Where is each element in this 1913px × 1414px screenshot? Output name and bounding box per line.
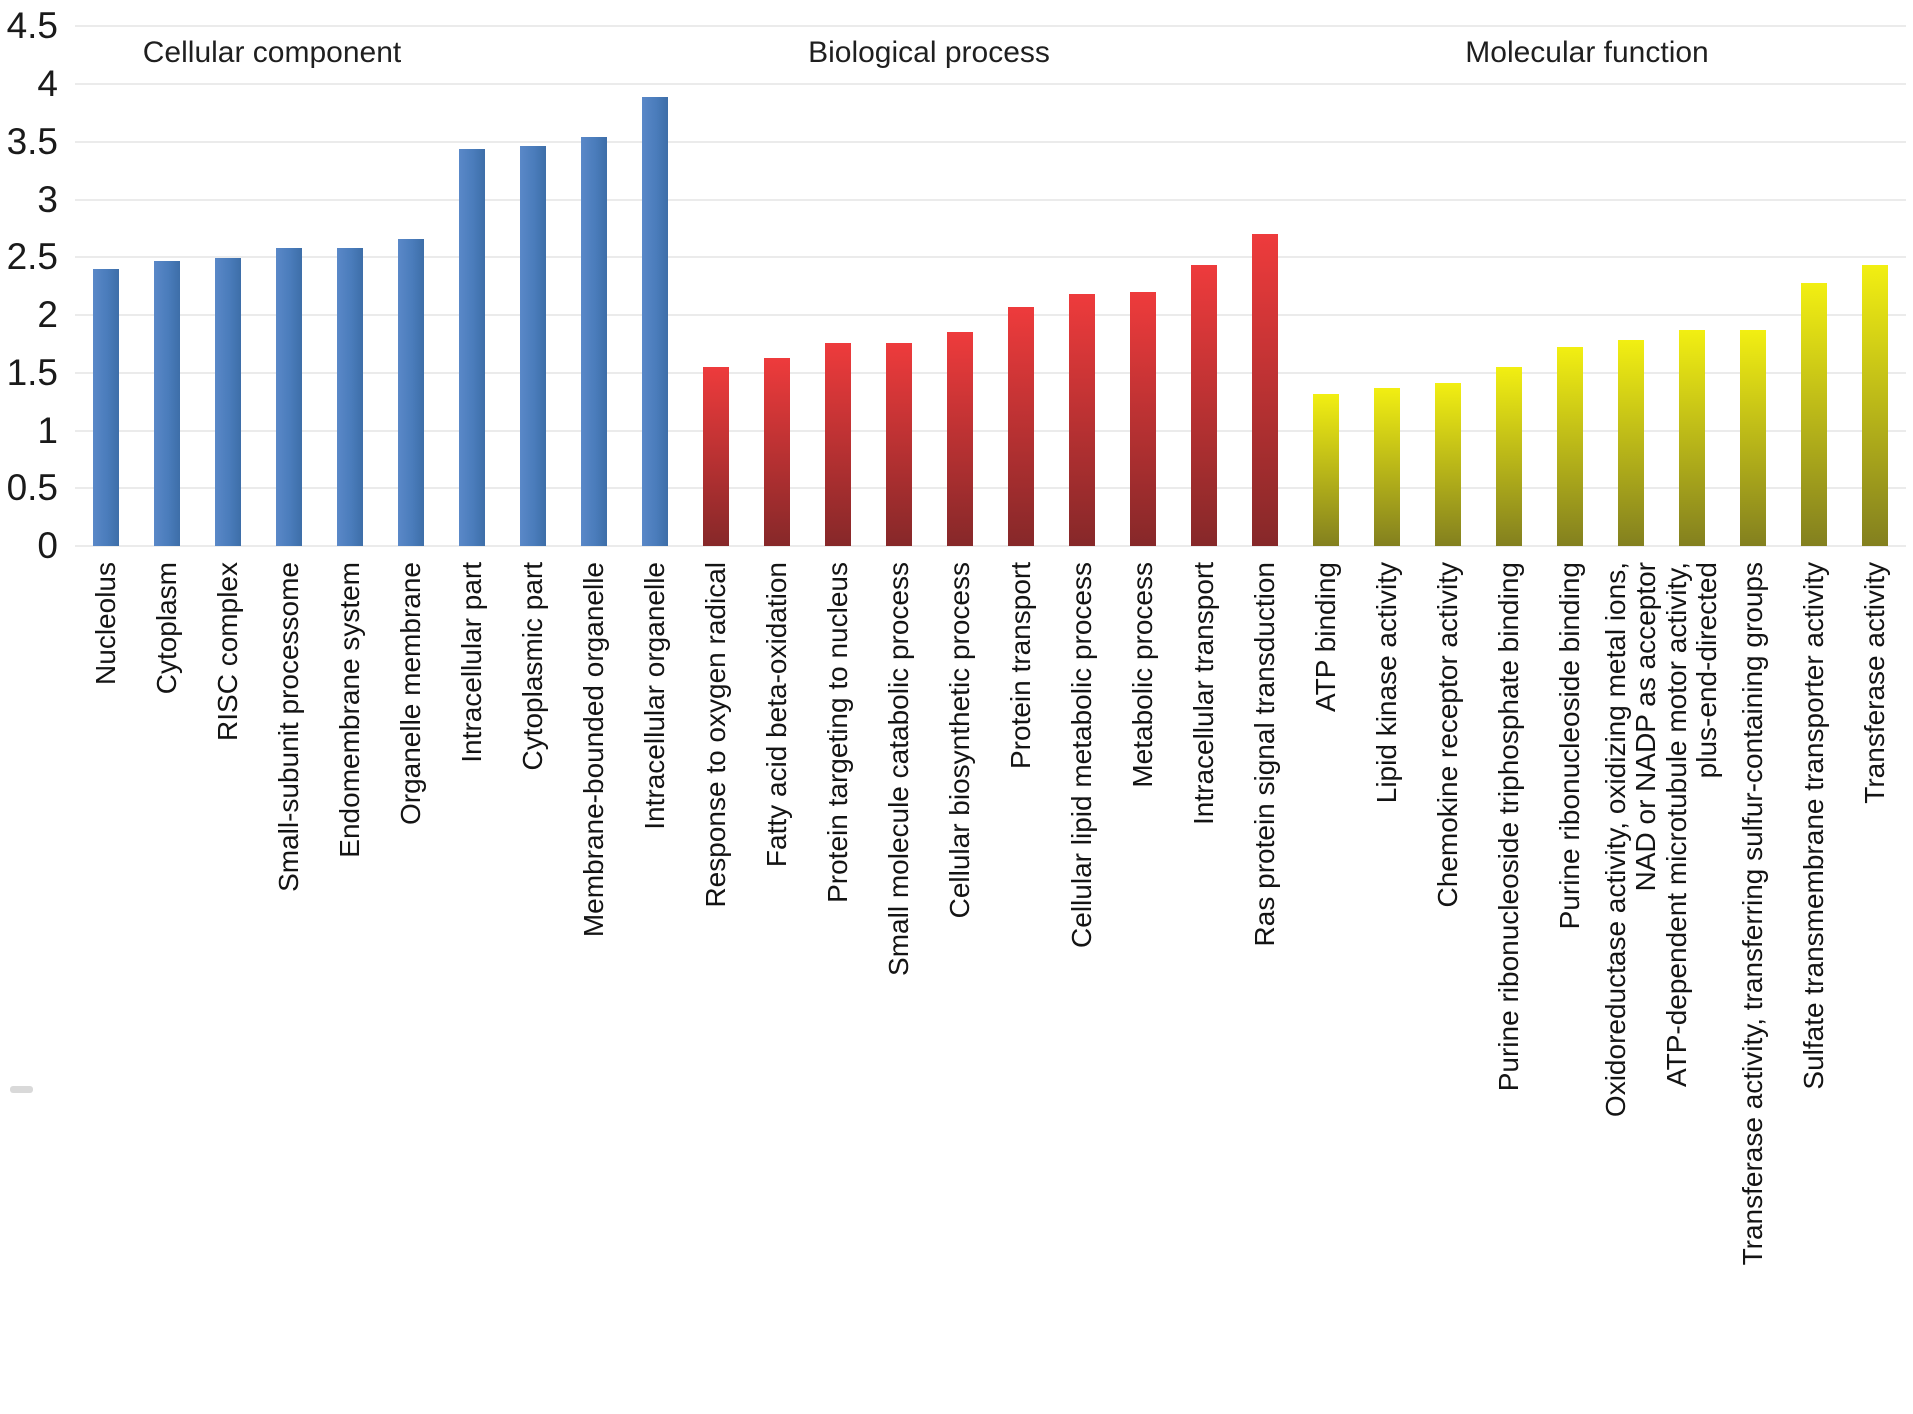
gridline — [75, 314, 1906, 316]
group-title: Cellular component — [142, 36, 402, 69]
x-tick-label: Purine ribonucleoside binding — [1553, 562, 1585, 930]
bar — [92, 268, 119, 546]
bar — [153, 260, 180, 546]
bar — [641, 96, 668, 546]
gridline — [75, 140, 1906, 143]
gridline — [75, 429, 1906, 432]
y-tick-label: 3 — [37, 178, 58, 220]
bar — [214, 258, 241, 546]
bar — [1678, 330, 1705, 546]
x-tick-label: Oxidoreductase activity, oxidizing metal… — [1599, 562, 1661, 1118]
y-tick-label: 1 — [37, 409, 58, 451]
y-tick-label: 2.5 — [6, 236, 58, 278]
y-tick-label: 4 — [37, 63, 58, 104]
x-tick-label: Protein targeting to nucleus — [821, 562, 853, 903]
bar — [1434, 383, 1461, 546]
bar — [336, 248, 363, 546]
bar — [1556, 347, 1583, 546]
x-tick-label: Nucleolus — [89, 562, 121, 685]
x-tick-label: Ras protein signal transduction — [1248, 562, 1280, 947]
bar — [885, 342, 912, 546]
x-tick-label: Small molecule catabolic process — [882, 562, 914, 976]
x-tick-label: Protein transport — [1004, 562, 1036, 769]
gridline — [75, 198, 1906, 201]
x-tick-label: Intracellular organelle — [638, 562, 670, 830]
x-tick-label: RISC complex — [211, 562, 243, 741]
gridline — [75, 371, 1906, 374]
x-tick-label: ATP-dependent microtubule motor activity… — [1660, 562, 1722, 1087]
bar — [1617, 340, 1644, 546]
group-title: Biological process — [808, 36, 1050, 69]
x-tick-label: Cellular lipid metabolic process — [1065, 562, 1097, 948]
bar — [275, 248, 302, 546]
stray-mark — [10, 1086, 33, 1093]
x-tick-label: ATP binding — [1309, 562, 1341, 712]
x-tick-label: Organelle membrane — [394, 562, 426, 826]
bar — [580, 137, 607, 546]
bar — [1373, 387, 1400, 546]
bar — [1312, 393, 1339, 546]
bar — [763, 357, 790, 546]
x-tick-label: Endomembrane system — [333, 562, 365, 858]
bar — [1190, 265, 1217, 546]
bar — [946, 332, 973, 546]
x-tick-label: Transferase activity — [1858, 562, 1890, 804]
gridline — [75, 487, 1906, 490]
x-tick-label: Purine ribonucleoside triphosphate bindi… — [1492, 562, 1524, 1092]
bar — [458, 148, 485, 546]
x-tick-label: Metabolic process — [1126, 562, 1158, 788]
y-tick-label: 3.5 — [6, 120, 58, 162]
bar — [397, 238, 424, 546]
bar — [1007, 306, 1034, 546]
y-tick-label: 2 — [37, 294, 58, 335]
x-tick-label: Membrane-bounded organelle — [577, 562, 609, 938]
x-tick-label: Cytoplasm — [150, 562, 182, 695]
y-tick-label: 0 — [37, 525, 58, 566]
y-tick-label: 1.5 — [6, 351, 58, 393]
x-tick-label: Chemokine receptor activity — [1431, 562, 1463, 908]
gridline — [75, 256, 1906, 259]
gridline — [75, 25, 1906, 28]
bar — [1068, 294, 1095, 546]
y-tick-label: 4.5 — [6, 5, 58, 47]
gridline — [75, 83, 1906, 85]
x-tick-label: Sulfate transmembrane transporter activi… — [1797, 562, 1829, 1090]
bar — [702, 366, 729, 546]
bar — [1251, 234, 1278, 546]
bar — [1800, 282, 1827, 546]
bar — [1861, 265, 1888, 546]
x-tick-label: Response to oxygen radical — [699, 562, 731, 908]
bar — [1129, 291, 1156, 546]
bar — [1739, 330, 1766, 546]
x-tick-label: Cellular biosynthetic process — [943, 562, 975, 919]
x-tick-label: Fatty acid beta-oxidation — [760, 562, 792, 868]
x-tick-label: Intracellular part — [455, 562, 487, 763]
group-title: Molecular function — [1465, 36, 1709, 69]
bar — [824, 342, 851, 546]
x-tick-label: Cytoplasmic part — [516, 562, 548, 771]
bar — [519, 146, 546, 546]
x-tick-label: Lipid kinase activity — [1370, 562, 1402, 804]
bar — [1495, 366, 1522, 546]
gridline — [75, 545, 1906, 547]
x-tick-label: Transferase activity, transferring sulfu… — [1736, 562, 1768, 1266]
x-tick-label: Intracellular transport — [1187, 562, 1219, 826]
y-tick-label: 0.5 — [6, 467, 58, 509]
x-tick-label: Small-subunit processome — [272, 562, 304, 892]
